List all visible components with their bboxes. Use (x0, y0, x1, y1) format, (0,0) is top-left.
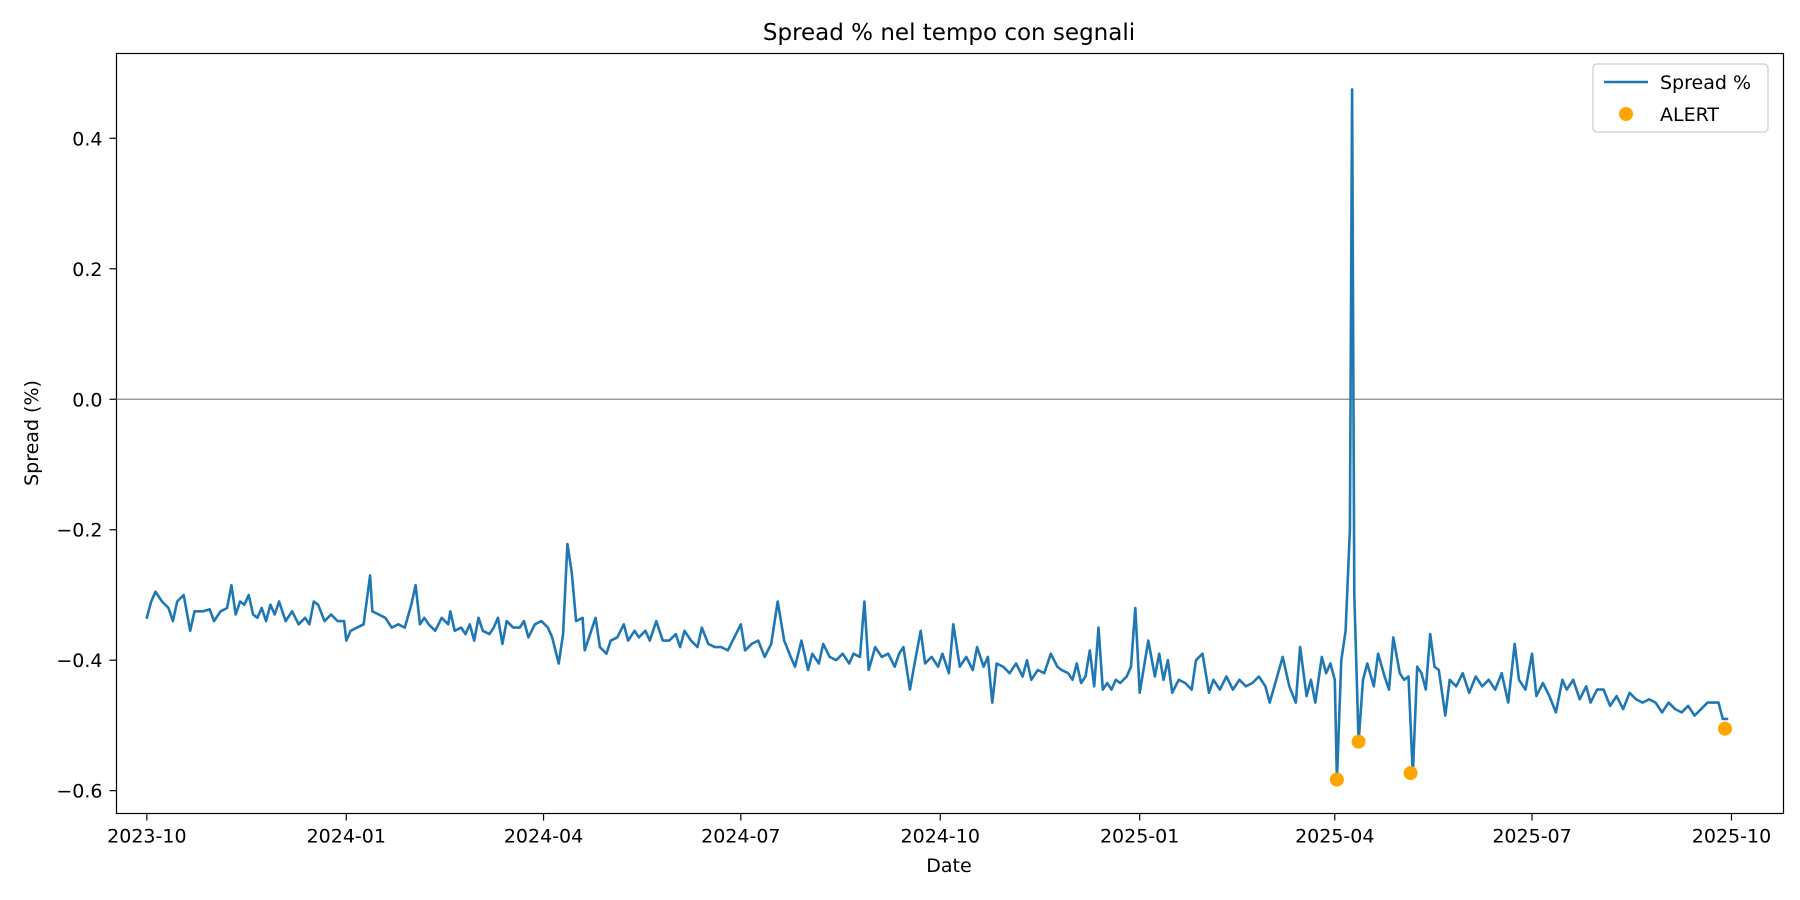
legend-label-spread: Spread % (1660, 72, 1751, 94)
x-tick-label: 2024-04 (504, 826, 583, 848)
legend-alert-swatch (1619, 107, 1633, 121)
alert-point (1718, 721, 1732, 736)
y-tick-label: −0.4 (56, 650, 102, 672)
legend: Spread % ALERT (1592, 63, 1769, 133)
x-tick-label: 2025-07 (1492, 826, 1571, 848)
x-tick-label: 2024-10 (901, 826, 980, 848)
line-series (145, 88, 1729, 783)
x-axis-label: Date (926, 855, 971, 877)
y-tick-label: 0.2 (72, 259, 102, 281)
x-axis: 2023-10 2024-01 2024-04 2024-07 2024-10 2025-… (107, 813, 1771, 848)
legend-label-alert: ALERT (1660, 104, 1719, 126)
y-axis-label: Spread (%) (21, 380, 43, 486)
y-tick-label: −0.2 (56, 520, 102, 542)
plot-frame (115, 52, 1785, 815)
x-tick-label: 2023-10 (107, 826, 186, 848)
chart-title: Spread % nel tempo con segnali (763, 20, 1135, 46)
x-tick-label: 2024-07 (701, 826, 780, 848)
y-tick-label: 0.4 (72, 128, 102, 150)
y-axis: −0.6 −0.4 −0.2 0.0 0.2 0.4 (56, 128, 117, 803)
spread-line (145, 88, 1729, 783)
x-tick-label: 2025-01 (1100, 826, 1179, 848)
alert-point (1403, 766, 1418, 781)
x-tick-label: 2025-10 (1692, 826, 1771, 848)
y-tick-label: 0.0 (72, 389, 102, 411)
y-tick-label: −0.6 (56, 781, 102, 803)
alert-point (1351, 734, 1366, 749)
x-tick-label: 2025-04 (1295, 826, 1374, 848)
alert-point (1329, 772, 1344, 787)
x-tick-label: 2024-01 (307, 826, 386, 848)
alert-points (1329, 721, 1732, 787)
